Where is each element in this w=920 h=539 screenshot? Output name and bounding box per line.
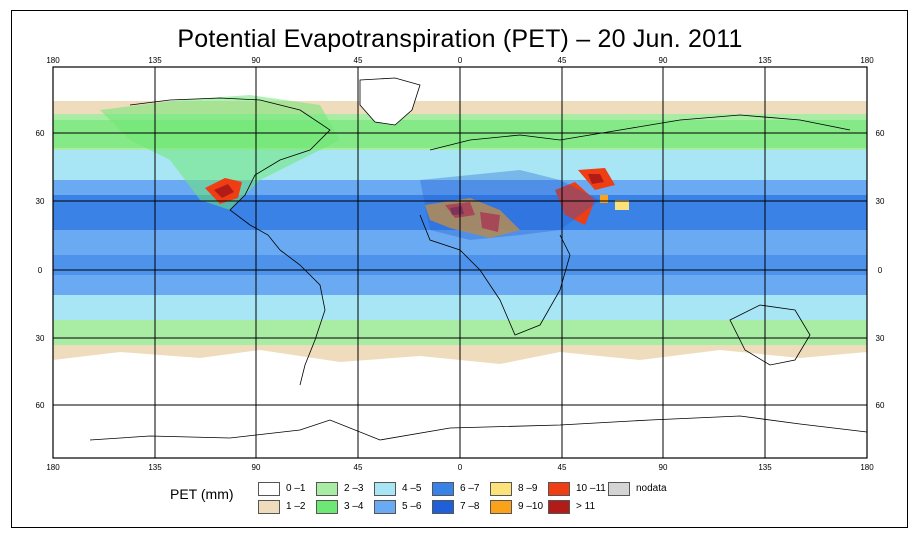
legend-label: 8 –9 [518, 483, 538, 494]
legend-swatch [608, 482, 630, 496]
legend-swatch [548, 482, 570, 496]
lat-tick: 30 [36, 197, 45, 206]
legend-label: nodata [636, 483, 667, 494]
lat-tick: 30 [876, 334, 885, 343]
lon-tick: 90 [252, 56, 261, 65]
lon-tick: 180 [860, 463, 874, 472]
lon-tick: 180 [46, 463, 60, 472]
lon-tick: 135 [148, 463, 162, 472]
legend-swatch [548, 500, 570, 514]
lat-tick: 60 [36, 401, 45, 410]
lon-tick: 0 [458, 463, 463, 472]
lon-tick: 45 [354, 463, 363, 472]
lat-tick: 0 [878, 266, 883, 275]
legend-label: 6 –7 [460, 483, 480, 494]
legend-label: 9 –10 [518, 501, 544, 512]
lon-ticks-bottom: 180 135 90 45 0 45 90 135 180 [46, 463, 874, 472]
legend-label: 4 –5 [402, 483, 422, 494]
lon-tick: 180 [860, 56, 874, 65]
legend-swatch [490, 500, 512, 514]
lat-tick: 60 [36, 129, 45, 138]
legend-swatch [316, 482, 338, 496]
lon-tick: 90 [659, 463, 668, 472]
lat-tick: 30 [36, 334, 45, 343]
legend-label: > 11 [576, 501, 595, 512]
legend-title: PET (mm) [170, 486, 234, 502]
lat-ticks-right: 60 30 0 30 60 [876, 129, 885, 410]
legend-label: 5 –6 [402, 501, 422, 512]
figure-frame [11, 10, 908, 528]
legend-swatch [258, 482, 280, 496]
lat-tick: 30 [876, 197, 885, 206]
legend-label: 2 –3 [344, 483, 364, 494]
lon-ticks-top: 180 135 90 45 0 45 90 135 180 [46, 56, 874, 65]
lon-tick: 180 [46, 56, 60, 65]
legend-label: 7 –8 [460, 501, 480, 512]
legend-label: 1 –2 [286, 501, 306, 512]
legend: 0 –1 1 –2 2 –3 3 –4 4 –5 5 –6 6 –7 7 –8 8 –9 9 –1… [258, 482, 688, 518]
legend-swatch [432, 500, 454, 514]
lon-tick: 45 [558, 56, 567, 65]
legend-swatch [258, 500, 280, 514]
coastlines [89, 77, 868, 441]
lon-tick: 90 [659, 56, 668, 65]
legend-label: 0 –1 [286, 483, 306, 494]
legend-swatch [374, 482, 396, 496]
lon-tick: 45 [354, 56, 363, 65]
lon-tick: 135 [148, 56, 162, 65]
lon-tick: 45 [558, 463, 567, 472]
legend-swatch [316, 500, 338, 514]
legend-label: 10 –11 [576, 483, 606, 494]
legend-label: 3 –4 [344, 501, 364, 512]
lat-tick: 0 [38, 266, 43, 275]
lon-tick: 0 [458, 56, 463, 65]
lat-tick: 60 [876, 401, 885, 410]
map-title: Potential Evapotranspiration (PET) – 20 … [177, 25, 743, 53]
lon-tick: 135 [758, 463, 772, 472]
legend-swatch [374, 500, 396, 514]
graticule [53, 67, 867, 458]
legend-swatch [432, 482, 454, 496]
lon-tick: 90 [252, 463, 261, 472]
legend-swatch [490, 482, 512, 496]
lon-tick: 135 [758, 56, 772, 65]
lat-tick: 60 [876, 129, 885, 138]
map-border [52, 66, 868, 459]
lat-ticks-left: 60 30 0 30 60 [36, 129, 45, 410]
